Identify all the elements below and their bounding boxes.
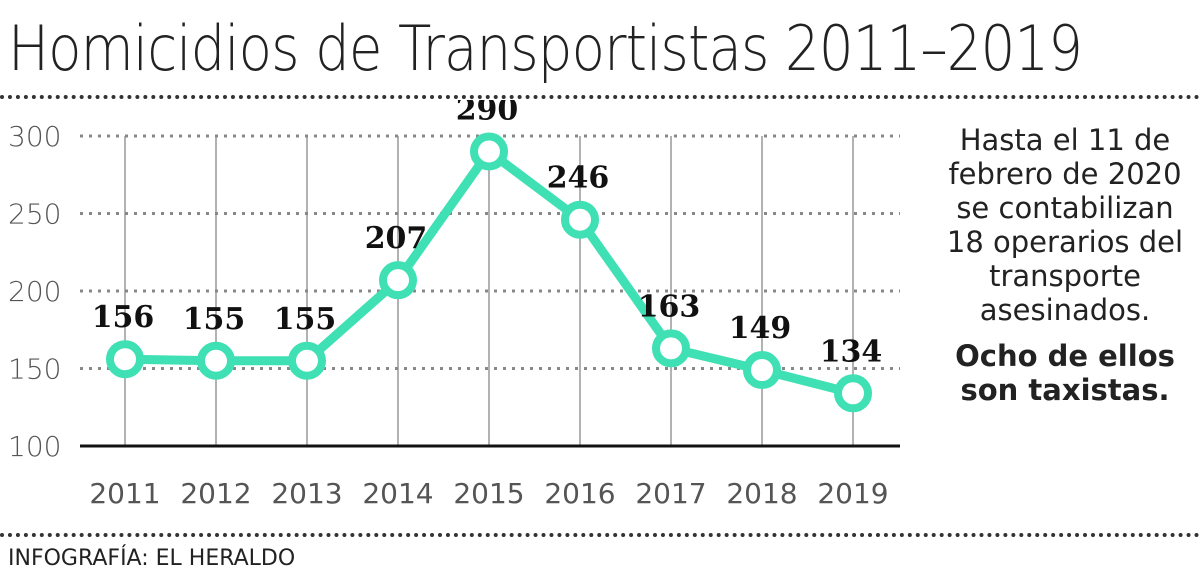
y-tick-label: 150 [8, 353, 61, 386]
side-note: Hasta el 11 de febrero de 2020 se contab… [940, 123, 1190, 407]
data-point [834, 374, 872, 413]
x-tick-label: 2011 [89, 477, 160, 510]
x-tick-label: 2019 [817, 477, 888, 510]
data-point [561, 200, 599, 239]
data-point [652, 329, 690, 368]
data-point [743, 351, 781, 390]
data-label: 156 [92, 300, 155, 335]
x-tick-label: 2012 [180, 477, 251, 510]
data-label: 149 [729, 311, 792, 346]
x-tick-label: 2014 [362, 477, 433, 510]
chart-title: Homicidios de Transportistas 2011–2019 [8, 12, 1083, 85]
data-label: 207 [365, 221, 428, 256]
data-label: 246 [547, 161, 610, 196]
footer-credit: INFOGRAFÍA: EL HERALDO [8, 546, 296, 571]
data-point [379, 261, 417, 300]
y-tick-label: 300 [8, 120, 61, 153]
data-label: 155 [183, 302, 246, 337]
side-note-text: Hasta el 11 de febrero de 2020 se contab… [946, 123, 1184, 327]
x-tick-label: 2013 [271, 477, 342, 510]
data-point [106, 340, 144, 379]
data-label: 163 [638, 289, 701, 324]
data-point [470, 132, 508, 171]
x-tick-label: 2018 [726, 477, 797, 510]
x-tick-label: 2015 [453, 477, 524, 510]
data-label: 155 [274, 302, 337, 337]
y-tick-label: 250 [8, 198, 61, 231]
data-point [197, 341, 235, 380]
side-note-bold: Ocho de ellos son taxistas. [955, 339, 1175, 407]
line-chart: 100 150 200 250 300 2011 2012 2013 2014 2015 2016 2… [8, 100, 900, 510]
bottom-divider [0, 533, 1200, 537]
y-tick-label: 200 [8, 275, 61, 308]
top-divider [0, 95, 1200, 99]
data-label: 134 [820, 334, 883, 369]
x-tick-label: 2017 [635, 477, 706, 510]
data-label: 290 [456, 100, 519, 128]
x-tick-label: 2016 [544, 477, 615, 510]
y-tick-label: 100 [8, 430, 61, 463]
data-point [288, 341, 326, 380]
